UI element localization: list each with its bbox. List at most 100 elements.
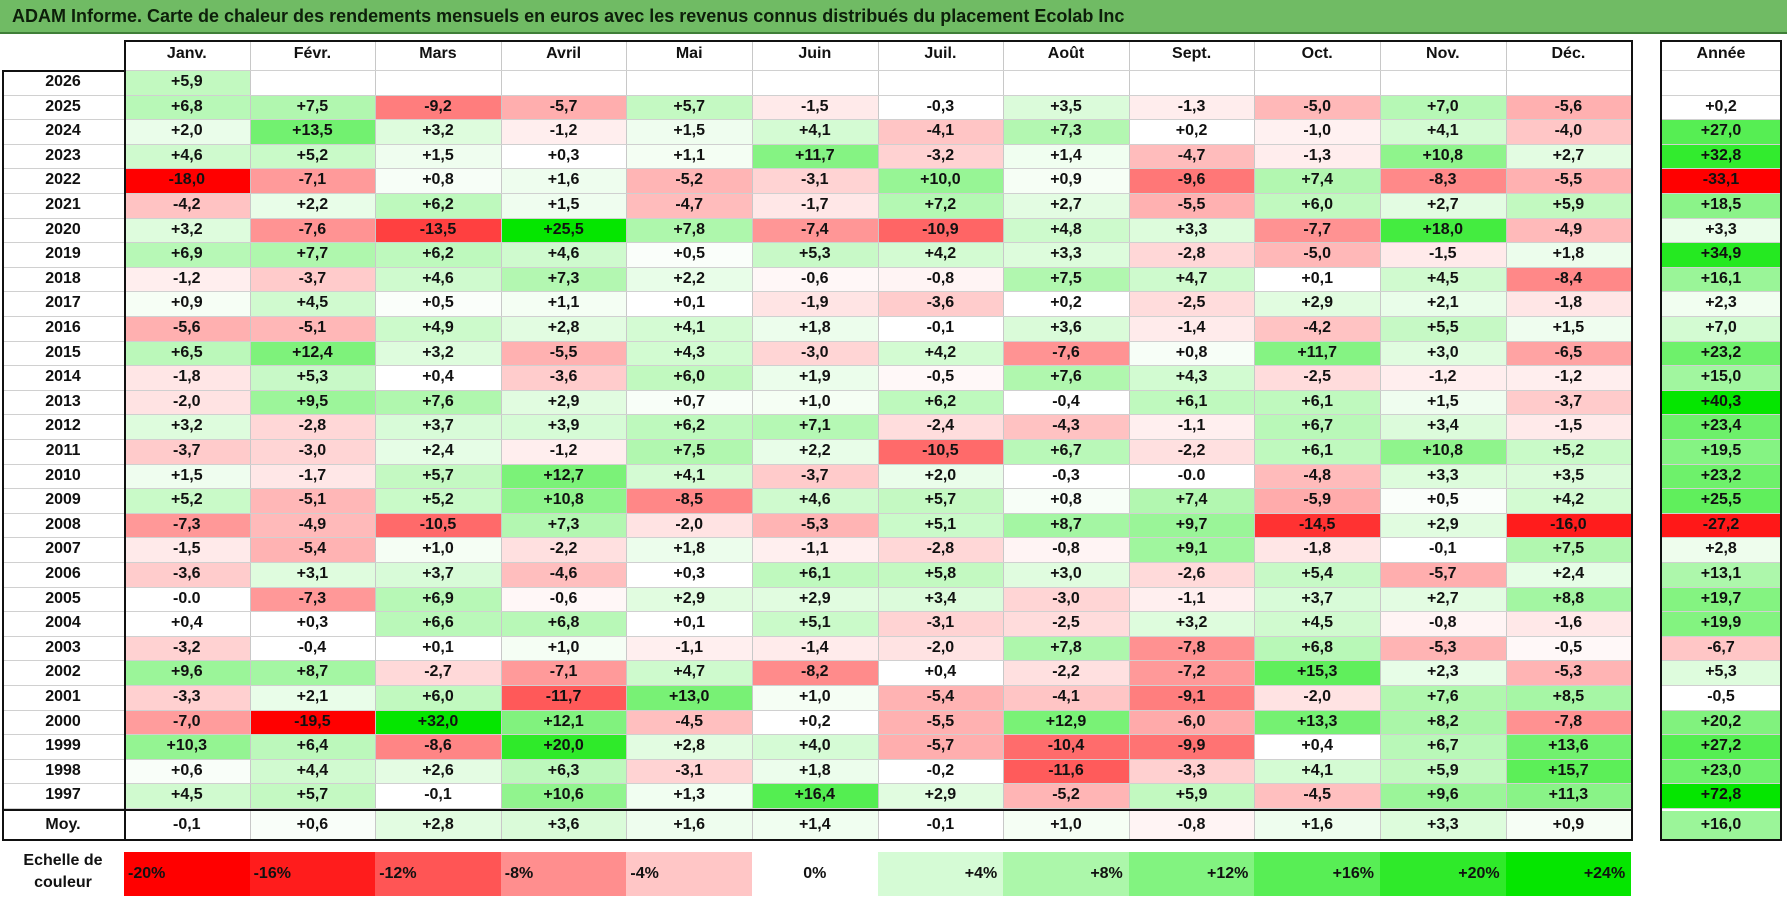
heatmap-cell: +2,0 [124,119,250,144]
heatmap-cell: -5,2 [1003,783,1129,808]
heatmap-cell: +4,3 [1128,365,1255,390]
heatmap-cell: -0,3 [1003,463,1129,489]
heatmap-cell: -5,5 [1505,168,1632,193]
heatmap-cell: +4,6 [375,266,501,292]
heatmap-cell: +1,5 [626,119,752,144]
heatmap-cell: +11,7 [1254,340,1380,366]
grid-line-horizontal [2,242,1632,244]
heatmap-cell: -5,9 [1254,488,1380,513]
heatmap-cell: +5,9 [1380,758,1506,784]
heatmap-cell: -7,1 [500,660,627,685]
heatmap-cell: +1,0 [752,685,878,710]
heatmap-cell: +2,7 [1505,143,1632,169]
heatmap-cell: +5,3 [249,365,376,390]
grid-line-horizontal [1660,217,1782,219]
heatmap-cell: -4,3 [1003,414,1129,439]
color-scale-cell: -8% [500,852,627,896]
heatmap-cell: +7,6 [1003,365,1129,390]
heatmap-cell [375,70,501,95]
heatmap-cell: +32,0 [375,709,501,735]
color-scale-cell: +16% [1254,852,1380,896]
heatmap-cell: +4,6 [124,143,250,169]
heatmap-cell: +6,8 [1254,635,1380,661]
year-label: 2021 [45,196,81,213]
grid-line-horizontal [2,562,1632,563]
heatmap-cell: +2,4 [1505,562,1632,587]
heatmap-cell: +0,2 [752,709,878,735]
heatmap-cell: +9,6 [124,660,250,685]
heatmap-cell: +5,7 [626,94,752,120]
heatmap-cell: -3,3 [1128,758,1255,784]
heatmap-cell: +3,2 [124,414,250,439]
grid-line-horizontal [2,709,1632,711]
heatmap-cell: +1,5 [1505,316,1632,341]
heatmap-cell: +25,5 [500,217,627,243]
heatmap-cell: +2,2 [752,439,878,464]
heatmap-cell: +2,9 [626,586,752,612]
heatmap-cell: -4,5 [626,709,752,735]
heatmap-cell: +7,6 [375,389,501,415]
annual-cell: +15,0 [1660,365,1782,390]
heatmap-cell: +3,9 [500,414,627,439]
heatmap-cell: +7,3 [500,512,627,538]
grid-line-horizontal [2,808,1632,809]
heatmap-cell: +2,0 [877,463,1004,489]
heatmap-cell: +6,3 [500,758,627,784]
heatmap-cell [500,70,627,95]
heatmap-cell: +1,0 [500,635,627,661]
heatmap-cell: -6,5 [1505,340,1632,366]
grid-line-horizontal [2,734,1632,736]
heatmap-cell: -1,2 [1380,365,1506,390]
heatmap-cell: -4,5 [1254,783,1380,808]
grid-line-horizontal [1660,316,1782,317]
heatmap-cell: +5,9 [1128,783,1255,808]
grid-line-horizontal [1660,168,1782,170]
heatmap-cell: -3,0 [752,340,878,366]
heatmap-cell: +9,6 [1380,783,1506,808]
heatmap-cell: +3,5 [1003,94,1129,120]
heatmap-cell: +7,1 [752,414,878,439]
average-cell: +0,6 [249,811,376,839]
heatmap-cell: +11,3 [1505,783,1632,808]
heatmap-cell: +2,7 [1380,586,1506,612]
heatmap-cell: -4,7 [626,193,752,218]
heatmap-cell: -1,7 [752,193,878,218]
heatmap-cell: -13,5 [375,217,501,243]
heatmap-cell: -1,5 [124,537,250,562]
heatmap-cell: +3,7 [375,414,501,439]
heatmap-cell: -2,5 [1128,291,1255,316]
heatmap-cell: +7,5 [1505,537,1632,562]
heatmap-cell: +3,7 [375,562,501,587]
heatmap-cell: +11,7 [752,143,878,169]
heatmap-cell: +6,1 [1254,439,1380,464]
heatmap-cell: +4,1 [1254,758,1380,784]
average-cell: +1,0 [1003,811,1129,839]
heatmap-cell: +8,2 [1380,709,1506,735]
heatmap-cell: +0,5 [1380,488,1506,513]
heatmap-cell: -4,8 [1254,463,1380,489]
heatmap-cell: +8,7 [249,660,376,685]
heatmap-cell: -2,2 [500,537,627,562]
annual-cell: -0,5 [1660,685,1782,710]
color-scale-cell: +4% [877,852,1004,896]
grid-line-horizontal [2,316,1632,317]
heatmap-cell: -4,9 [249,512,376,538]
heatmap-cell: -0,8 [877,266,1004,292]
grid-line-horizontal [2,70,1632,71]
annual-cell: +3,3 [1660,217,1782,243]
heatmap-cell: +0,1 [375,635,501,661]
heatmap-cell: -3,3 [124,685,250,710]
heatmap-cell: -1,5 [1505,414,1632,439]
annual-cell: +34,9 [1660,242,1782,267]
year-label: 2019 [45,245,81,263]
year-label: 2017 [45,294,81,312]
heatmap-cell: +0,5 [375,291,501,316]
month-header: Nov. [1426,45,1460,62]
annual-cell: +23,4 [1660,414,1782,439]
heatmap-cell: -3,2 [124,635,250,661]
annual-cell: +23,0 [1660,758,1782,784]
year-label: 2022 [45,171,81,189]
heatmap-cell: -7,8 [1128,635,1255,661]
grid-line-horizontal [2,168,1632,170]
grid-line-horizontal [2,758,1632,760]
